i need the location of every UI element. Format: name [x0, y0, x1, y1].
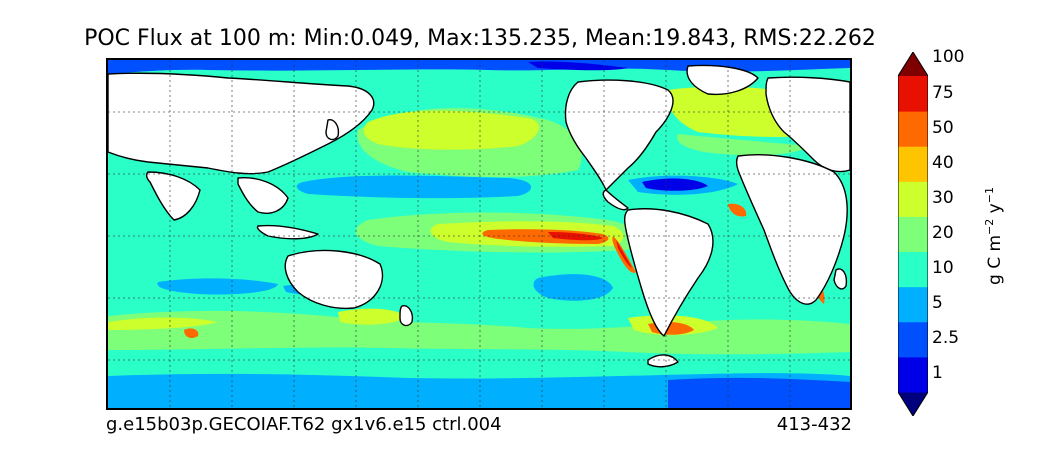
- equatorial-pacific-red: [548, 232, 603, 241]
- colorbar-tick-label: 50: [932, 117, 954, 138]
- colorbar: [898, 52, 928, 416]
- land-central-america: [602, 189, 629, 211]
- gridlines: [108, 60, 850, 408]
- land-india: [145, 171, 201, 221]
- land-japan: [325, 119, 340, 141]
- north-atlantic-mid-high: [677, 134, 808, 156]
- colorbar-tick-label: 2.5: [932, 328, 960, 349]
- southern-ocean-high-west: [108, 317, 218, 330]
- units-mid: y: [984, 203, 1005, 219]
- antarctic-low: [108, 373, 850, 408]
- land-southeast-asia: [237, 177, 289, 214]
- indian-ocean-low: [157, 278, 278, 295]
- new-zealand-high: [338, 308, 408, 325]
- sargasso-very-low: [642, 178, 708, 191]
- colorbar-tick-label: 5: [932, 293, 943, 314]
- plot-title: POC Flux at 100 m: Min:0.049, Max:135.23…: [84, 26, 876, 51]
- colorbar-tick-label: 1: [932, 363, 943, 384]
- colorbar-extend-lower: [898, 392, 928, 416]
- colorbar-bin: [898, 181, 928, 217]
- years-label: 413-432: [776, 414, 852, 435]
- southern-ocean-belt: [108, 310, 850, 355]
- colorbar-bin: [898, 76, 928, 112]
- colorbar-bin: [898, 146, 928, 182]
- colorbar-tick-label: 20: [932, 223, 954, 243]
- colorbar-bin: [898, 111, 928, 147]
- equatorial-pacific-orange: [482, 229, 609, 244]
- land-greenland: [686, 64, 759, 96]
- land-north-america: [564, 79, 674, 191]
- weddell-low: [668, 377, 850, 408]
- units-main: g C m: [984, 234, 1005, 285]
- map-panel: [106, 58, 852, 410]
- land-new-zealand: [399, 305, 414, 327]
- colorbar-tick-label: 30: [932, 187, 954, 208]
- kerguelen-orange: [184, 328, 199, 338]
- colorbar-bin: [898, 216, 928, 253]
- colorbar-tick-label: 75: [932, 82, 954, 103]
- colorbar-bin: [898, 286, 928, 323]
- peru-upwelling-red: [616, 240, 632, 268]
- colorbar-extend-upper: [898, 52, 928, 76]
- colorbar-bin: [898, 251, 928, 288]
- land-eurasia: [108, 72, 375, 175]
- land-indonesia: [256, 224, 319, 240]
- land-africa: [735, 154, 848, 305]
- landmasses: [108, 64, 850, 368]
- land-antarctic-peninsula: [647, 354, 679, 368]
- land-europe-east: [765, 76, 850, 173]
- colorbar-units-label: g C m−2 y−1: [983, 187, 1005, 285]
- colorbar-bin: [898, 356, 928, 393]
- units-exp1: −2: [983, 218, 997, 235]
- colorbar-tick-label: 40: [932, 152, 954, 173]
- case-name-label: g.e15b03p.GECOIAF.T62 gx1v6.e15 ctrl.004: [106, 414, 502, 435]
- land-south-america: [623, 208, 714, 337]
- mauritania-orange: [728, 203, 747, 217]
- arctic-low-band: [108, 60, 850, 74]
- north-pacific-gyre: [296, 175, 532, 199]
- units-exp2: −1: [983, 187, 997, 204]
- colorbar-bin: [898, 321, 928, 358]
- north-pacific-high: [363, 110, 539, 150]
- south-pacific-gyre: [533, 274, 613, 301]
- colorbar-tick-label: 10: [932, 258, 954, 279]
- land-madagascar: [833, 268, 848, 290]
- colorbar-tick-label: 100: [932, 47, 965, 68]
- poc-flux-map: [108, 60, 850, 408]
- arctic-very-low: [528, 61, 628, 71]
- land-australia: [284, 249, 384, 310]
